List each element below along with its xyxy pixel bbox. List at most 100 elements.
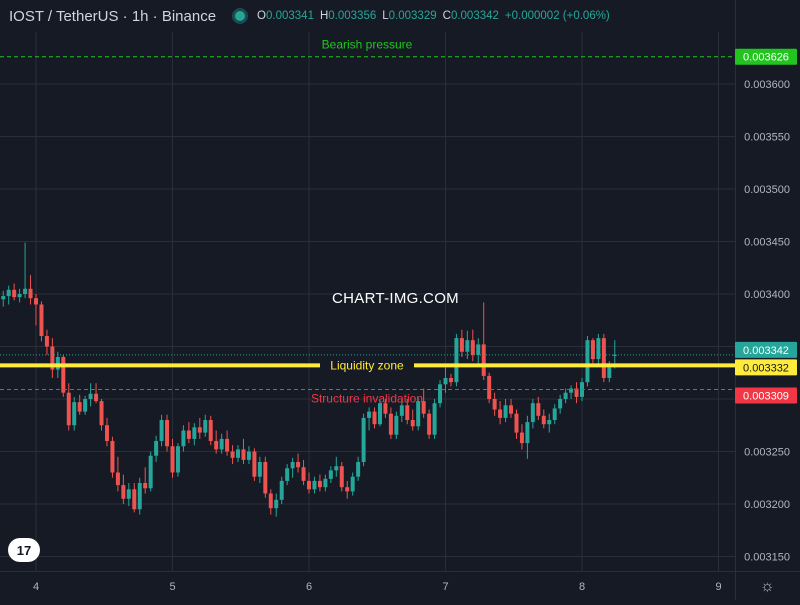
candle-body: [383, 403, 388, 414]
ohlc-low: L0.003329: [382, 10, 437, 22]
candle-body: [55, 357, 60, 370]
candle-body: [165, 420, 170, 447]
candle-body: [601, 338, 606, 378]
candle-body: [44, 336, 49, 347]
candle-body: [339, 466, 344, 488]
candle-body: [612, 354, 617, 356]
candle-body: [372, 411, 377, 425]
candle-body: [83, 399, 88, 412]
candle-body: [481, 344, 486, 376]
candle-body: [361, 417, 366, 462]
candle-body: [547, 420, 552, 425]
candle-body: [416, 401, 421, 427]
candle-body: [307, 480, 311, 490]
candle-body: [476, 344, 481, 355]
level-label: Liquidity zone: [330, 358, 404, 372]
candle-body: [159, 420, 164, 441]
candle-body: [115, 472, 120, 486]
candle-body: [448, 378, 453, 383]
candle-body: [558, 399, 563, 409]
y-tick-label: 0.003150: [744, 552, 790, 564]
x-tick-label: 6: [306, 581, 312, 593]
ohlc-close: C0.003342: [442, 10, 499, 22]
candle-body: [367, 411, 372, 418]
candle-body: [208, 420, 213, 441]
candle-body: [590, 340, 595, 360]
candle-body: [17, 294, 22, 298]
candle-body: [203, 420, 208, 433]
candle-body: [186, 430, 191, 439]
level-label: Bearish pressure: [322, 38, 413, 52]
candle-body: [1, 296, 6, 300]
y-tick-label: 0.003600: [744, 79, 790, 91]
y-tick-label: 0.003550: [744, 132, 790, 144]
candle-body: [154, 441, 159, 456]
candle-body: [137, 483, 142, 510]
candle-body: [541, 415, 546, 425]
y-tick-label: 0.003250: [744, 447, 790, 459]
candle-body: [470, 340, 475, 355]
candle-body: [246, 451, 251, 460]
candle-body: [94, 393, 99, 402]
candle-body: [170, 446, 175, 473]
candle-body: [569, 388, 574, 393]
candle-body: [443, 378, 448, 385]
price-tag: [735, 341, 797, 358]
x-tick-label: 5: [169, 581, 175, 593]
tradingview-logo-icon[interactable]: 17: [8, 538, 40, 562]
candle-body: [285, 468, 290, 481]
candle-body: [492, 399, 497, 410]
candle-body: [525, 422, 530, 444]
candle-body: [410, 420, 415, 427]
candle-body: [399, 405, 404, 416]
candle-body: [104, 425, 109, 441]
candle-body: [607, 367, 612, 378]
green-dot-icon: [235, 11, 246, 21]
candle-body: [345, 487, 350, 492]
candle-body: [536, 403, 541, 416]
level-label: Structure invalidation: [311, 392, 423, 406]
y-tick-label: 0.003450: [744, 237, 790, 249]
candle-body: [388, 413, 393, 435]
x-tick-label: 9: [715, 581, 721, 593]
candle-body: [72, 402, 77, 426]
candle-body: [148, 455, 153, 489]
candle-body: [268, 493, 273, 509]
gear-icon[interactable]: ☼: [760, 578, 775, 595]
candle-body: [143, 483, 148, 489]
candle-body: [181, 430, 186, 447]
candle-body: [279, 480, 284, 500]
candle-body: [394, 415, 399, 435]
candle-body: [563, 392, 568, 399]
candle-body: [356, 462, 361, 477]
price-tag-label: 0.003332: [743, 362, 789, 374]
watermark: CHART-IMG.COM: [332, 290, 459, 307]
candle-body: [459, 338, 464, 352]
candle-body: [596, 338, 601, 360]
candle-body: [323, 478, 328, 488]
candle-body: [301, 467, 306, 481]
x-tick-label: 7: [442, 581, 448, 593]
candle-body: [28, 288, 33, 299]
candle-body: [290, 462, 295, 469]
candle-body: [519, 432, 524, 444]
candle-body: [192, 427, 197, 439]
price-tag-label: 0.003342: [743, 345, 789, 357]
candle-body: [230, 451, 235, 458]
candle-body: [585, 340, 590, 383]
candle-body: [12, 289, 17, 298]
price-tag: [735, 48, 797, 65]
candle-body: [88, 393, 93, 399]
candle-body: [509, 405, 514, 414]
candle-body: [66, 392, 71, 426]
candle-body: [427, 413, 432, 435]
candle-body: [252, 451, 257, 477]
symbol-title[interactable]: IOST / TetherUS · 1h · Binance: [9, 7, 217, 25]
ohlc-open: O0.003341: [257, 10, 314, 22]
candle-body: [23, 288, 28, 294]
candle-body: [34, 298, 38, 305]
candle-body: [274, 499, 279, 509]
